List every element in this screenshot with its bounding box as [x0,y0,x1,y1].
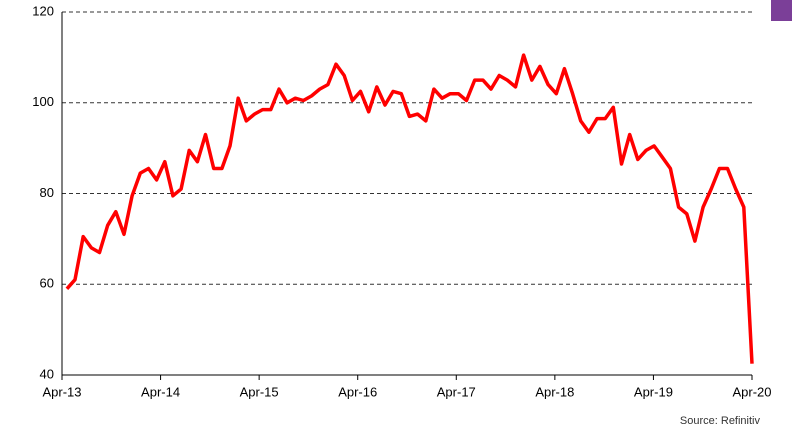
x-tick-label: Apr-18 [535,384,574,399]
x-tick-label: Apr-13 [42,384,81,399]
x-tick-label: Apr-16 [338,384,377,399]
x-tick-label: Apr-19 [634,384,673,399]
source-note: Source: Refinitiv [680,415,761,427]
x-tick-label: Apr-17 [437,384,476,399]
y-tick-label: 40 [40,366,54,381]
y-tick-label: 100 [32,94,54,109]
x-tick-label: Apr-20 [732,384,771,399]
x-tick-label: Apr-14 [141,384,180,399]
y-tick-label: 60 [40,276,54,291]
y-tick-label: 80 [40,185,54,200]
y-tick-label: 120 [32,3,54,18]
x-tick-label: Apr-15 [240,384,279,399]
line-series [65,53,754,364]
logo-block [771,0,792,21]
